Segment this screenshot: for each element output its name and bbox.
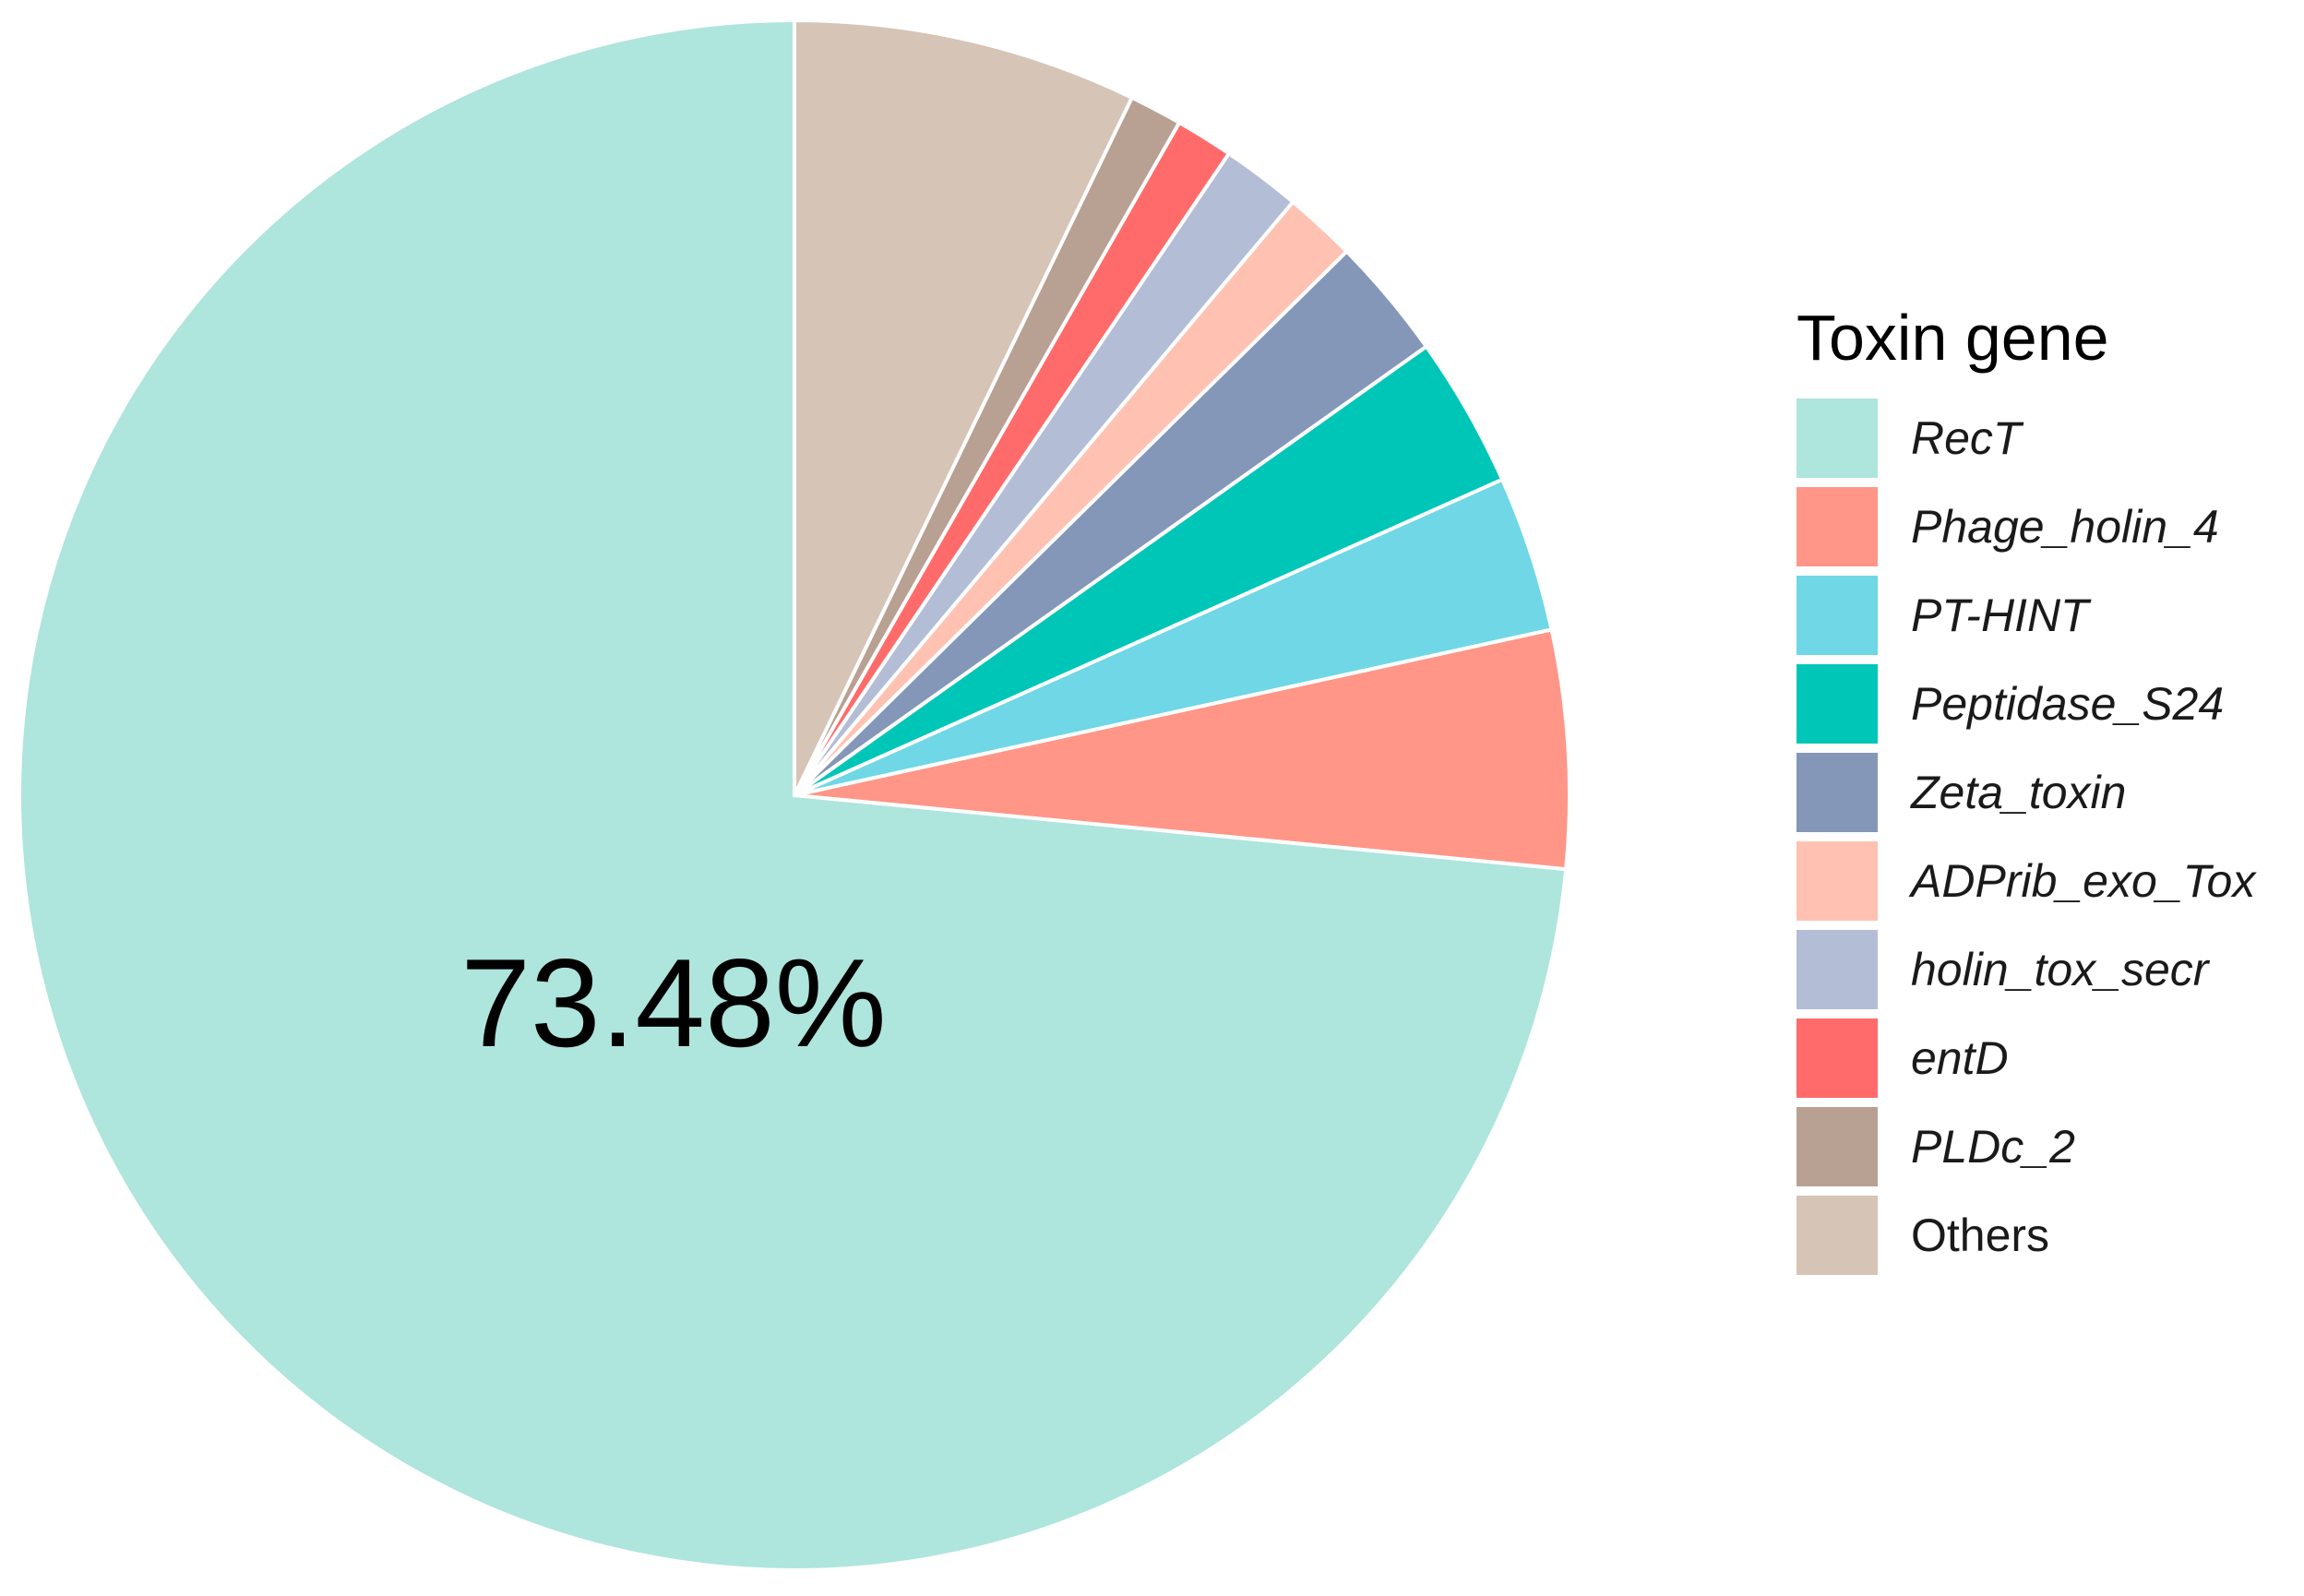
legend-key-rect (1797, 399, 1878, 478)
legend-key-zeta-toxin (1797, 753, 1878, 832)
legend-key-phage-holin-4 (1797, 487, 1878, 566)
legend-items: RecT Phage_holin_4 PT-HINT Peptidase_S24 Zet… (1797, 399, 2257, 1275)
legend-label-phage-holin-4: Phage_holin_4 (1911, 501, 2219, 553)
legend-label-pt-hint: PT-HINT (1911, 590, 2092, 641)
legend-key-others (1797, 1196, 1878, 1275)
legend-label-rect: RecT (1911, 412, 2024, 464)
pie-slice-others (793, 18, 1134, 797)
legend-key-peptidase-s24 (1797, 664, 1878, 744)
legend-title: Toxin gene (1797, 302, 2109, 374)
legend-key-holin-tox-secr (1797, 930, 1878, 1009)
slice-label-rect: 73.48% (460, 933, 886, 1073)
legend-label-pldc-2: PLDc_2 (1911, 1121, 2075, 1173)
legend-label-holin-tox-secr: holin_tox_secr (1911, 944, 2211, 995)
pie-slice-phage-holin-4 (793, 627, 1571, 872)
legend-key-adprib-exo-tox (1797, 841, 1878, 921)
pie-slices (18, 18, 1571, 1572)
legend-key-pt-hint (1797, 576, 1878, 655)
legend-key-pldc-2 (1797, 1107, 1878, 1186)
legend-key-entd (1797, 1018, 1878, 1098)
legend-label-zeta-toxin: Zeta_toxin (1910, 767, 2126, 818)
legend-label-others: Others (1911, 1209, 2049, 1261)
legend-label-adprib-exo-tox: ADPrib_exo_Tox (1908, 855, 2257, 907)
legend-label-peptidase-s24: Peptidase_S24 (1911, 678, 2224, 730)
legend-label-entd: entD (1911, 1032, 2009, 1084)
legend: Toxin gene RecT Phage_holin_4 PT-HINT Pepti… (1797, 302, 2257, 1275)
